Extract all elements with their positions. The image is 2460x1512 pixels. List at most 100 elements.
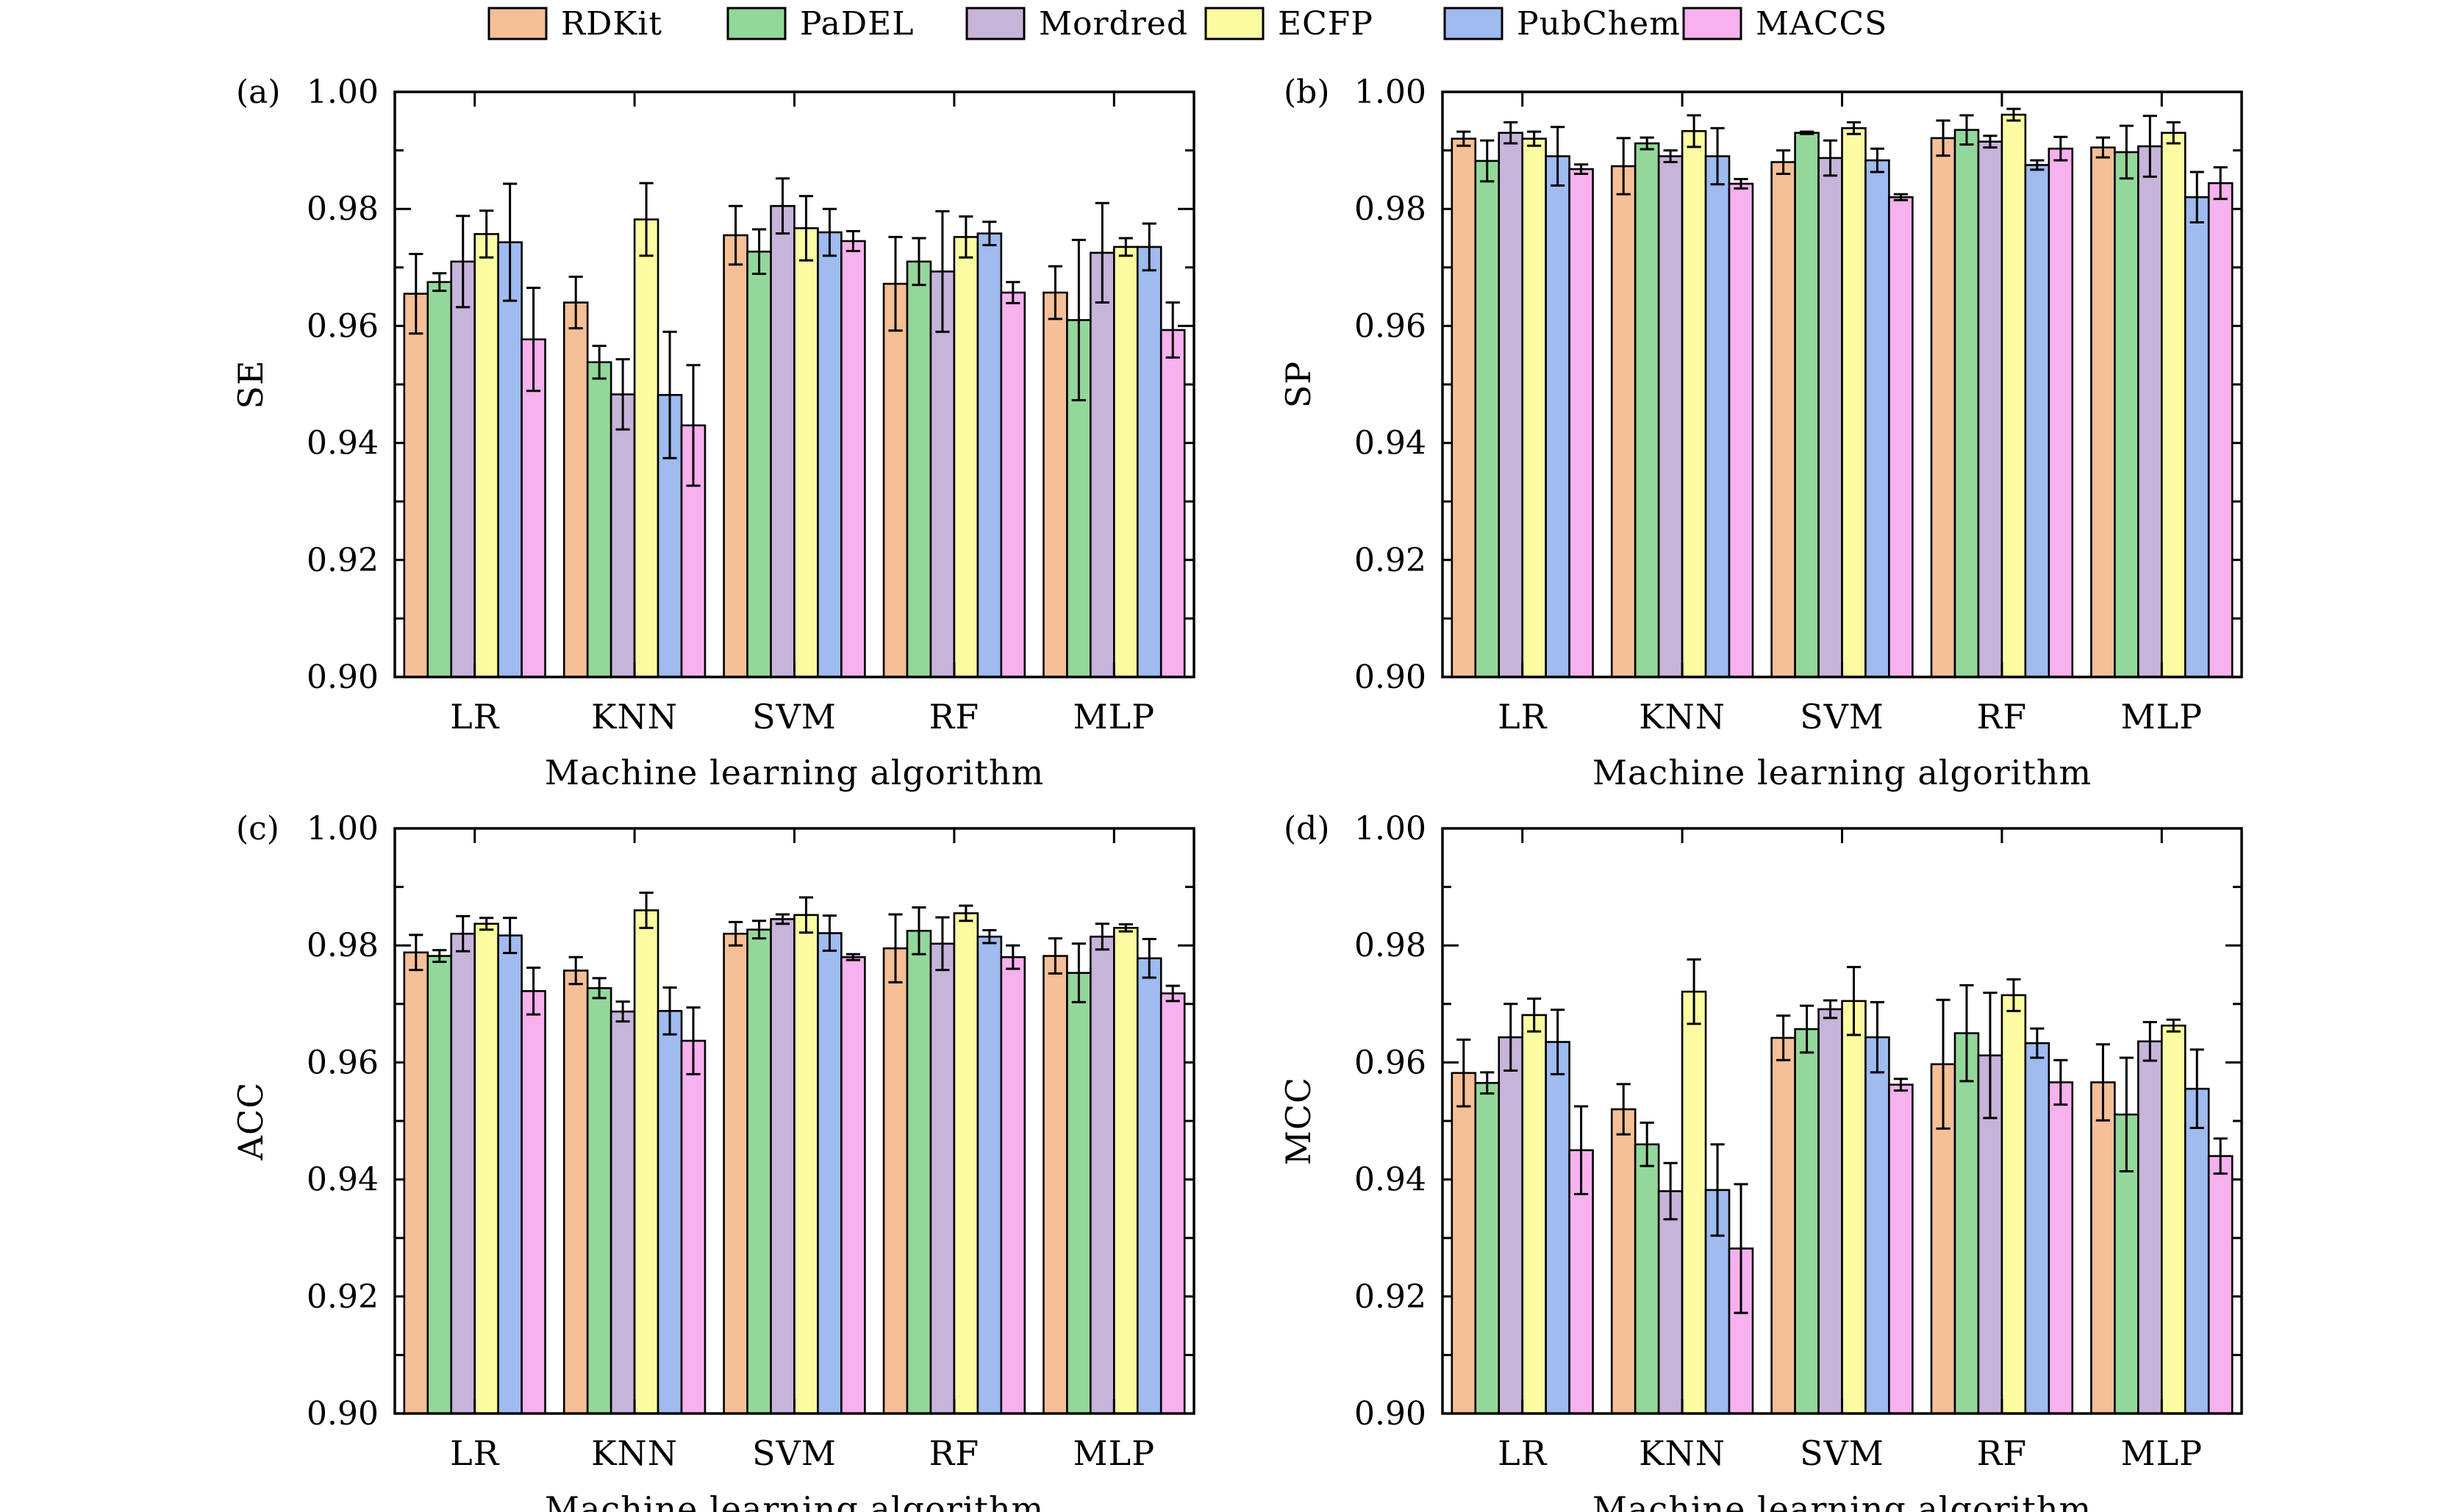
- y-axis-title: SP: [1279, 361, 1318, 408]
- error-bar-rf-rdkit: [888, 235, 903, 332]
- bar-mlp-pubchem: [1136, 246, 1162, 678]
- error-bar-svm-ecfp: [1846, 966, 1862, 1036]
- error-bar-rf-ecfp: [2006, 978, 2021, 1012]
- bar-knn-padel: [586, 987, 612, 1415]
- error-bar-lr-mordred: [1503, 121, 1518, 145]
- error-bar-mlp-ecfp: [1118, 237, 1133, 257]
- error-bar-mlp-pubchem: [2189, 171, 2204, 224]
- legend-swatch: [965, 7, 1026, 40]
- error-bar-mlp-maccs: [1165, 301, 1180, 359]
- bar-mlp-ecfp: [2161, 132, 2187, 678]
- x-axis-title: Machine learning algorithm: [545, 1489, 1044, 1512]
- error-bar-lr-pubchem: [1551, 126, 1565, 187]
- bar-knn-maccs: [680, 1039, 707, 1415]
- error-bar-knn-ecfp: [1687, 114, 1701, 148]
- error-bar-svm-pubchem: [1870, 147, 1885, 173]
- error-bar-svm-mordred: [775, 177, 790, 235]
- bar-knn-rdkit: [1610, 1108, 1637, 1415]
- bar-svm-pubchem: [817, 231, 843, 678]
- error-bar-svm-mordred: [775, 913, 790, 925]
- bar-lr-pubchem: [1545, 155, 1570, 678]
- error-bar-mlp-padel: [1071, 942, 1086, 1003]
- legend-swatch: [1204, 7, 1265, 40]
- bar-svm-pubchem: [1864, 159, 1890, 678]
- x-tick-label-svm: SVM: [1800, 697, 1884, 737]
- y-tick-label: 0.90: [1354, 659, 1426, 696]
- x-tick-label-lr: LR: [1498, 1433, 1548, 1473]
- error-bar-mlp-maccs: [2213, 1137, 2228, 1175]
- bar-svm-maccs: [1888, 196, 1914, 678]
- x-tick-label-lr: LR: [450, 1433, 500, 1473]
- error-bar-lr-pubchem: [503, 182, 518, 302]
- error-bar-knn-rdkit: [568, 276, 583, 330]
- error-bar-rf-rdkit: [1936, 119, 1951, 157]
- bar-lr-maccs: [521, 989, 546, 1415]
- y-tick-label: 0.98: [307, 927, 379, 964]
- bar-knn-padel: [1634, 1143, 1660, 1415]
- error-bar-rf-maccs: [2053, 135, 2068, 162]
- bar-lr-mordred: [450, 932, 476, 1415]
- error-bar-svm-rdkit: [729, 920, 743, 947]
- bar-mlp-ecfp: [2161, 1024, 2187, 1415]
- bar-mlp-maccs: [1159, 992, 1186, 1415]
- x-tick-label-mlp: MLP: [1073, 697, 1155, 737]
- y-tick-label: 0.96: [307, 1044, 379, 1081]
- error-bar-rf-padel: [912, 237, 926, 287]
- bar-lr-pubchem: [497, 934, 523, 1415]
- error-bar-knn-maccs: [686, 364, 701, 487]
- error-bar-mlp-rdkit: [1048, 937, 1062, 975]
- error-bar-svm-maccs: [845, 953, 860, 961]
- bar-mlp-padel: [2114, 151, 2139, 678]
- x-tick-label-mlp: MLP: [2120, 1433, 2203, 1473]
- error-bar-svm-rdkit: [1776, 149, 1791, 175]
- bar-lr-mordred: [450, 260, 476, 678]
- y-tick-label: 0.94: [307, 425, 379, 462]
- error-bar-rf-padel: [912, 906, 926, 956]
- x-axis-title: Machine learning algorithm: [545, 753, 1044, 792]
- legend-label: PaDEL: [800, 5, 914, 43]
- error-bar-svm-padel: [1799, 1004, 1814, 1054]
- y-tick-label: 0.92: [1354, 542, 1426, 579]
- x-axis-title: Machine learning algorithm: [1592, 753, 2092, 792]
- legend-swatch: [726, 7, 787, 40]
- y-tick-label: 1.00: [307, 810, 379, 848]
- x-tick-label-mlp: MLP: [1073, 1433, 1155, 1473]
- error-bar-knn-maccs: [686, 1006, 701, 1075]
- legend-item-ecfp: ECFP: [1204, 5, 1373, 43]
- error-bar-lr-ecfp: [479, 209, 494, 259]
- error-bar-lr-maccs: [1574, 1105, 1589, 1195]
- bar-svm-padel: [1794, 1028, 1820, 1415]
- error-bar-knn-ecfp: [1687, 958, 1701, 1025]
- error-bar-svm-maccs: [845, 229, 860, 253]
- error-bar-rf-pubchem: [2030, 1027, 2045, 1059]
- error-bar-mlp-ecfp: [2166, 1018, 2181, 1033]
- bar-rf-mordred: [1977, 140, 2003, 678]
- error-bar-rf-padel: [1959, 983, 1974, 1083]
- y-tick-label: 0.96: [307, 307, 379, 345]
- chart-panel-c: 0.90 0.92 0.94 0.96 0.98 1.00 LR KNN SVM RF MLP Mac…: [231, 810, 1195, 1512]
- y-tick-label: 0.90: [1354, 1395, 1426, 1433]
- error-bar-knn-pubchem: [1710, 126, 1725, 186]
- error-bar-rf-ecfp: [959, 215, 973, 259]
- y-tick-label: 0.98: [307, 190, 379, 228]
- error-bar-knn-padel: [1640, 136, 1654, 151]
- legend-label: Mordred: [1039, 5, 1188, 43]
- bar-knn-padel: [1634, 142, 1660, 678]
- legend-label: RDKit: [561, 5, 662, 43]
- y-tick-label: 0.92: [307, 542, 379, 579]
- legend-item-mordred: Mordred: [965, 5, 1188, 43]
- bar-svm-maccs: [840, 956, 866, 1415]
- y-tick-label: 0.94: [1354, 1161, 1426, 1199]
- bar-lr-ecfp: [473, 233, 499, 678]
- error-bar-lr-mordred: [456, 215, 471, 309]
- bar-knn-mordred: [609, 393, 636, 678]
- bar-knn-rdkit: [1610, 165, 1637, 678]
- bar-svm-padel: [746, 251, 772, 678]
- error-bar-knn-ecfp: [639, 892, 654, 929]
- error-bar-rf-maccs: [2053, 1058, 2068, 1106]
- error-bar-knn-pubchem: [1710, 1143, 1725, 1237]
- error-bar-mlp-pubchem: [2189, 1048, 2204, 1130]
- y-tick-label: 0.98: [1354, 927, 1426, 964]
- error-bar-svm-maccs: [1893, 193, 1908, 201]
